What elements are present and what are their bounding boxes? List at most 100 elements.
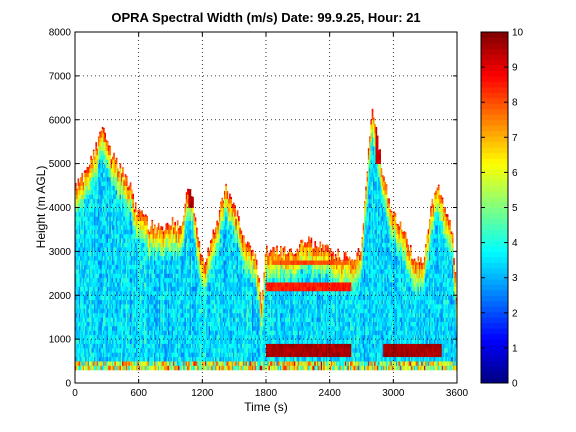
heatmap-cell — [232, 273, 235, 279]
heatmap-cell — [115, 198, 118, 204]
heatmap-cell — [110, 185, 113, 191]
heatmap-cell — [226, 251, 229, 257]
heatmap-cell — [151, 308, 154, 314]
heatmap-cell — [105, 238, 108, 243]
heatmap-cell — [230, 290, 233, 296]
heatmap-cell — [110, 159, 113, 165]
heatmap-cell — [133, 260, 136, 265]
heatmap-cell — [217, 365, 220, 371]
heatmap-cell — [222, 286, 225, 292]
heatmap-cell — [230, 334, 233, 340]
heatmap-cell — [195, 251, 198, 257]
heatmap-cell — [152, 330, 155, 336]
heatmap-cell — [111, 156, 114, 160]
heatmap-cell — [170, 343, 173, 349]
heatmap-cell — [157, 334, 160, 340]
heatmap-cell — [227, 246, 230, 252]
heatmap-cell — [108, 255, 110, 261]
heatmap-cell — [78, 220, 81, 226]
heatmap-cell — [91, 203, 94, 208]
heatmap-cell — [217, 273, 220, 279]
heatmap-cell — [234, 207, 236, 213]
heatmap-cell — [103, 203, 105, 208]
heatmap-cell — [95, 238, 98, 243]
heatmap-cell — [156, 347, 159, 353]
heatmap-cell — [127, 277, 129, 283]
heatmap-cell — [185, 211, 188, 217]
heatmap-cell — [85, 343, 87, 349]
heatmap-cell — [96, 168, 99, 173]
heatmap-cell — [202, 321, 204, 327]
heatmap-cell — [90, 198, 92, 204]
heatmap-cell — [143, 225, 146, 230]
heatmap-cell — [201, 264, 203, 270]
heatmap-cell — [180, 295, 183, 301]
heatmap-cell — [199, 304, 202, 309]
heatmap-cell — [227, 304, 230, 309]
heatmap-cell — [106, 207, 109, 213]
heatmap-cell — [190, 255, 193, 261]
heatmap-cell — [180, 330, 183, 336]
heatmap-cell — [99, 365, 101, 371]
heatmap-cell — [132, 286, 134, 292]
heatmap-cell — [166, 304, 169, 309]
heatmap-cell — [218, 308, 221, 314]
heatmap-cell — [212, 290, 215, 296]
heatmap-cell — [152, 255, 155, 261]
heatmap-cell — [195, 317, 198, 322]
heatmap-cell — [108, 194, 110, 200]
heatmap-cell — [184, 317, 187, 322]
heatmap-cell — [78, 330, 81, 336]
heatmap-cell — [80, 216, 82, 222]
heatmap-cell — [148, 264, 151, 270]
heatmap-cell — [153, 273, 156, 279]
heatmap-cell — [76, 304, 78, 309]
heatmap-cell — [96, 176, 99, 182]
heatmap-cell — [157, 304, 160, 309]
heatmap-cell — [209, 240, 212, 243]
heatmap-cell — [156, 365, 159, 371]
heatmap-cell — [217, 308, 220, 314]
heatmap-cell — [174, 295, 176, 301]
heatmap-cell — [114, 233, 117, 239]
heatmap-cell — [231, 330, 234, 336]
heatmap-cell — [137, 282, 140, 287]
heatmap-cell — [225, 255, 227, 261]
heatmap-cell — [174, 334, 176, 340]
heatmap-cell — [156, 255, 159, 261]
heatmap-cell — [167, 264, 170, 270]
heatmap-cell — [127, 264, 129, 270]
heatmap-cell — [87, 352, 90, 358]
heatmap-cell — [229, 220, 231, 226]
heatmap-cell — [131, 277, 133, 283]
heatmap-cell — [160, 229, 162, 235]
heatmap-cell — [105, 264, 108, 270]
heatmap-cell — [113, 361, 115, 366]
heatmap-cell — [194, 317, 197, 322]
heatmap-cell — [170, 361, 173, 366]
heatmap-cell — [99, 132, 101, 138]
heatmap-cell — [162, 325, 165, 331]
heatmap-cell — [137, 317, 140, 322]
heatmap-cell — [136, 290, 138, 296]
heatmap-cell — [170, 260, 173, 265]
heatmap-cell — [108, 268, 110, 274]
heatmap-cell — [199, 290, 202, 296]
heatmap-cell — [223, 286, 226, 292]
heatmap-cell — [136, 282, 138, 287]
heatmap-cell — [83, 189, 86, 195]
heatmap-cell — [195, 361, 198, 366]
heatmap-cell — [105, 242, 108, 248]
heatmap-cell — [157, 242, 160, 248]
heatmap-cell — [127, 352, 129, 358]
heatmap-cell — [227, 238, 230, 243]
heatmap-cell — [231, 242, 234, 248]
heatmap-cell — [174, 277, 176, 283]
heatmap-cell — [189, 343, 192, 349]
heatmap-cell — [123, 246, 126, 252]
heatmap-cell — [234, 229, 236, 235]
heatmap-cell — [232, 233, 235, 239]
heatmap-cell — [143, 343, 146, 349]
heatmap-cell — [100, 264, 103, 270]
heatmap-cell — [194, 273, 197, 279]
